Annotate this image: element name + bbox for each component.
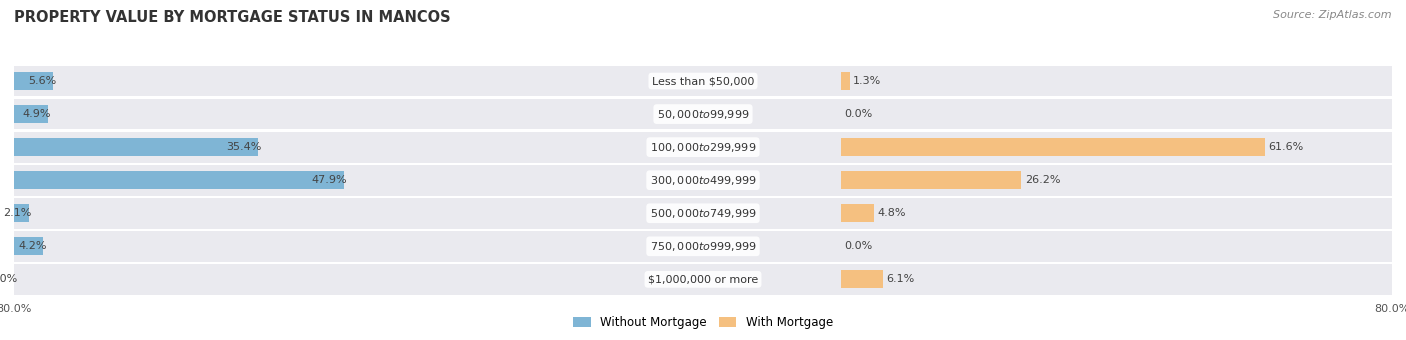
- Bar: [841, 132, 1392, 163]
- Legend: Without Mortgage, With Mortgage: Without Mortgage, With Mortgage: [568, 312, 838, 334]
- Text: 47.9%: 47.9%: [312, 175, 347, 185]
- Text: 4.8%: 4.8%: [877, 208, 905, 218]
- Text: 61.6%: 61.6%: [1268, 142, 1303, 152]
- Bar: [841, 165, 1392, 196]
- Bar: [565, 66, 841, 97]
- Text: 0.0%: 0.0%: [0, 274, 17, 284]
- Text: 2.1%: 2.1%: [4, 208, 32, 218]
- Text: $100,000 to $299,999: $100,000 to $299,999: [650, 141, 756, 154]
- Bar: [14, 198, 565, 228]
- Bar: [14, 237, 44, 255]
- Text: $750,000 to $999,999: $750,000 to $999,999: [650, 240, 756, 253]
- Bar: [841, 204, 875, 222]
- Bar: [14, 66, 565, 97]
- Bar: [14, 231, 565, 262]
- Bar: [565, 99, 841, 130]
- Text: Less than $50,000: Less than $50,000: [652, 76, 754, 86]
- Text: 26.2%: 26.2%: [1025, 175, 1060, 185]
- Text: PROPERTY VALUE BY MORTGAGE STATUS IN MANCOS: PROPERTY VALUE BY MORTGAGE STATUS IN MAN…: [14, 10, 451, 25]
- Bar: [565, 198, 841, 228]
- Text: 6.1%: 6.1%: [886, 274, 914, 284]
- Bar: [841, 264, 1392, 295]
- Bar: [841, 270, 883, 288]
- Text: $1,000,000 or more: $1,000,000 or more: [648, 274, 758, 284]
- Bar: [841, 99, 1392, 130]
- Text: 0.0%: 0.0%: [844, 241, 873, 251]
- Text: 5.6%: 5.6%: [28, 76, 56, 86]
- Text: 1.3%: 1.3%: [853, 76, 882, 86]
- Bar: [14, 264, 565, 295]
- Bar: [841, 198, 1392, 228]
- Bar: [14, 171, 344, 189]
- Bar: [14, 132, 565, 163]
- Text: 4.2%: 4.2%: [18, 241, 46, 251]
- Text: $500,000 to $749,999: $500,000 to $749,999: [650, 207, 756, 220]
- Text: 4.9%: 4.9%: [22, 109, 51, 119]
- Bar: [565, 264, 841, 295]
- Bar: [841, 171, 1021, 189]
- Bar: [14, 138, 257, 156]
- Bar: [565, 132, 841, 163]
- Bar: [14, 105, 48, 123]
- Text: Source: ZipAtlas.com: Source: ZipAtlas.com: [1274, 10, 1392, 20]
- Bar: [14, 99, 565, 130]
- Bar: [565, 165, 841, 196]
- Bar: [841, 231, 1392, 262]
- Text: $50,000 to $99,999: $50,000 to $99,999: [657, 107, 749, 121]
- Bar: [14, 165, 565, 196]
- Bar: [841, 72, 849, 90]
- Bar: [841, 66, 1392, 97]
- Text: $300,000 to $499,999: $300,000 to $499,999: [650, 174, 756, 187]
- Bar: [841, 138, 1265, 156]
- Bar: [565, 231, 841, 262]
- Bar: [14, 204, 28, 222]
- Bar: [14, 72, 52, 90]
- Text: 0.0%: 0.0%: [844, 109, 873, 119]
- Text: 35.4%: 35.4%: [226, 142, 262, 152]
